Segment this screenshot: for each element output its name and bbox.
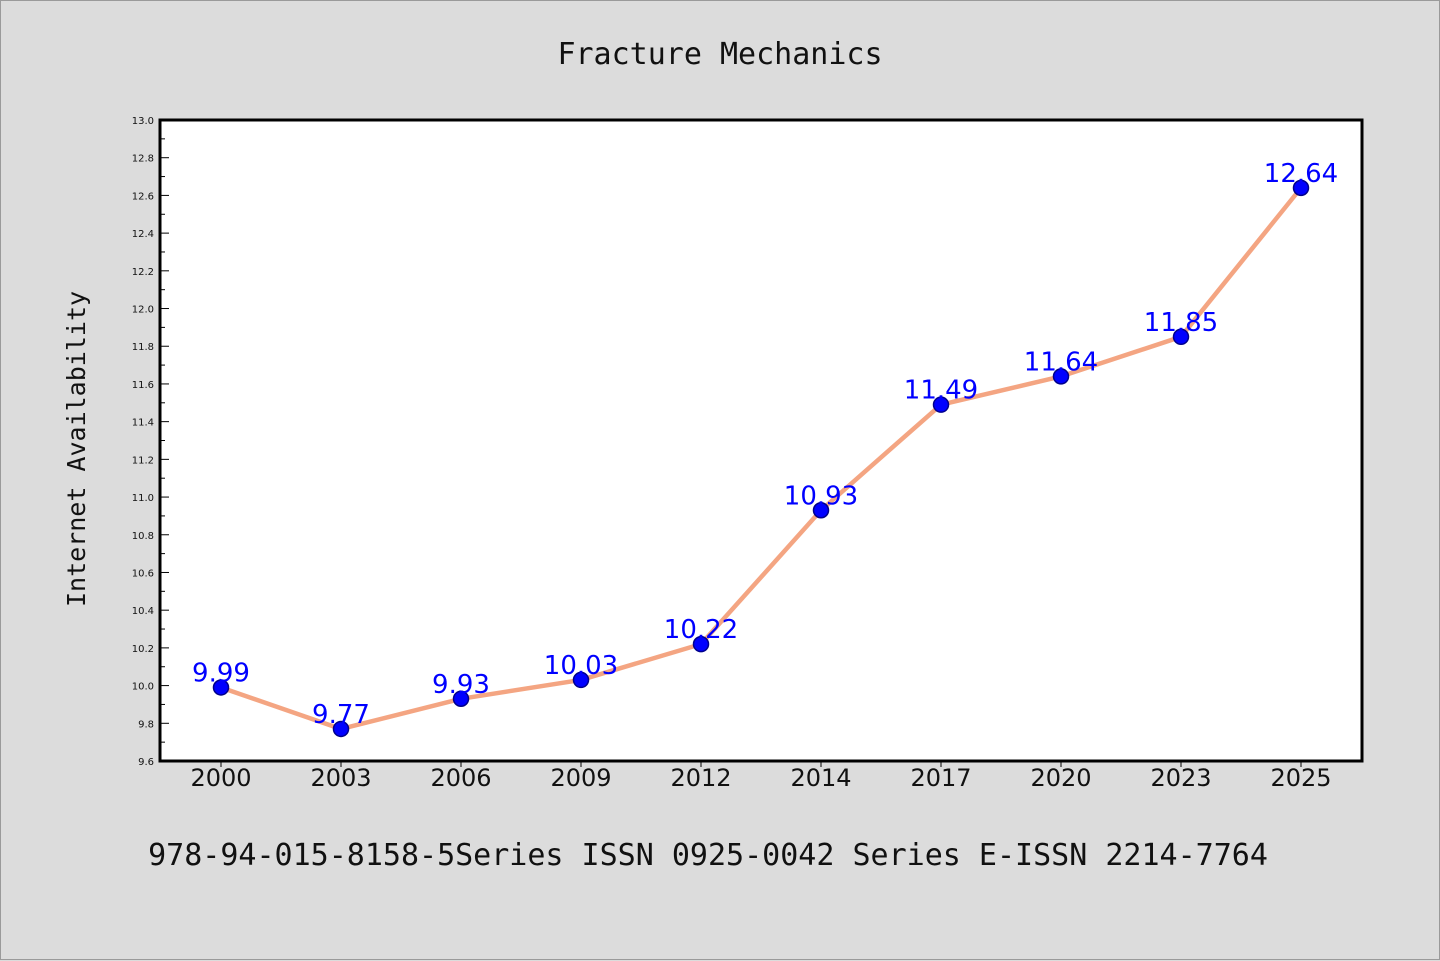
- x-tick-label: 2017: [910, 764, 971, 792]
- y-tick-label: 11.0: [132, 493, 154, 504]
- y-tick-label: 9.6: [138, 757, 154, 768]
- series-group: 9.99 9.77 9.93 10.03 10.22 10.93 11.49 11.64 11.…: [192, 159, 1338, 738]
- y-tick-label: 10.0: [132, 682, 154, 693]
- y-tick-label: 11.4: [132, 418, 154, 429]
- data-label: 9.77: [312, 700, 370, 730]
- y-tick-label: 9.8: [138, 719, 154, 730]
- data-point: [332, 720, 350, 738]
- y-tick-label: 10.2: [132, 644, 154, 655]
- data-point: [932, 396, 950, 413]
- data-point: [1052, 368, 1070, 385]
- y-tick-label: 10.4: [132, 606, 154, 617]
- x-tick-label: 2000: [190, 764, 251, 792]
- y-tick-label: 11.6: [132, 380, 154, 391]
- data-point: [692, 635, 710, 653]
- data-point: [572, 671, 590, 689]
- y-tick-label: 11.8: [132, 342, 154, 353]
- y-tick-label: 13.0: [132, 116, 154, 127]
- y-tick-label: 10.6: [132, 568, 154, 579]
- data-point: [1292, 179, 1310, 197]
- data-point: [812, 502, 830, 519]
- y-tick-label: 11.2: [132, 455, 154, 466]
- y-tick-label: 12.0: [132, 305, 154, 316]
- data-label: 10.22: [664, 615, 738, 645]
- y-axis-ticks: 9.6 9.8 10.0 10.2 10.4 10.6 10.8 11.0 11.2 11.4 11…: [132, 116, 169, 768]
- data-label: 10.03: [544, 651, 618, 681]
- x-tick-label: 2009: [550, 764, 611, 792]
- x-tick-label: 2006: [430, 764, 491, 792]
- x-tick-label: 2020: [1030, 764, 1091, 792]
- data-point: [1172, 328, 1190, 346]
- y-axis-label: Internet Availability: [62, 291, 91, 607]
- data-label: 9.93: [432, 670, 490, 700]
- y-tick-label: 12.2: [132, 267, 154, 278]
- data-point: [212, 679, 230, 696]
- y-tick-label: 12.6: [132, 191, 154, 202]
- data-label: 12.64: [1264, 159, 1338, 189]
- data-label: 11.64: [1024, 347, 1098, 377]
- data-point: [452, 690, 470, 708]
- x-tick-label: 2014: [790, 764, 851, 792]
- y-tick-label: 12.8: [132, 154, 154, 165]
- x-axis-ticks: 2000 2003 2006 2009 2012 2014 2017 2020 2023 2025: [190, 761, 1332, 792]
- plot-area: [158, 118, 1364, 763]
- x-tick-label: 2012: [670, 764, 731, 792]
- series-line: [218, 185, 1304, 732]
- x-tick-label: 2025: [1270, 764, 1331, 792]
- x-tick-label: 2003: [310, 764, 371, 792]
- data-label: 11.85: [1144, 308, 1218, 338]
- chart-title: Fracture Mechanics: [557, 37, 882, 72]
- data-label: 10.93: [784, 481, 858, 511]
- data-label: 11.49: [904, 376, 978, 406]
- footer-text: 978-94-015-8158-5Series ISSN 0925-0042 S…: [148, 838, 1268, 873]
- y-tick-label: 12.4: [132, 229, 154, 240]
- data-label: 9.99: [192, 658, 250, 688]
- x-tick-label: 2023: [1150, 764, 1211, 792]
- y-tick-label: 10.8: [132, 531, 154, 542]
